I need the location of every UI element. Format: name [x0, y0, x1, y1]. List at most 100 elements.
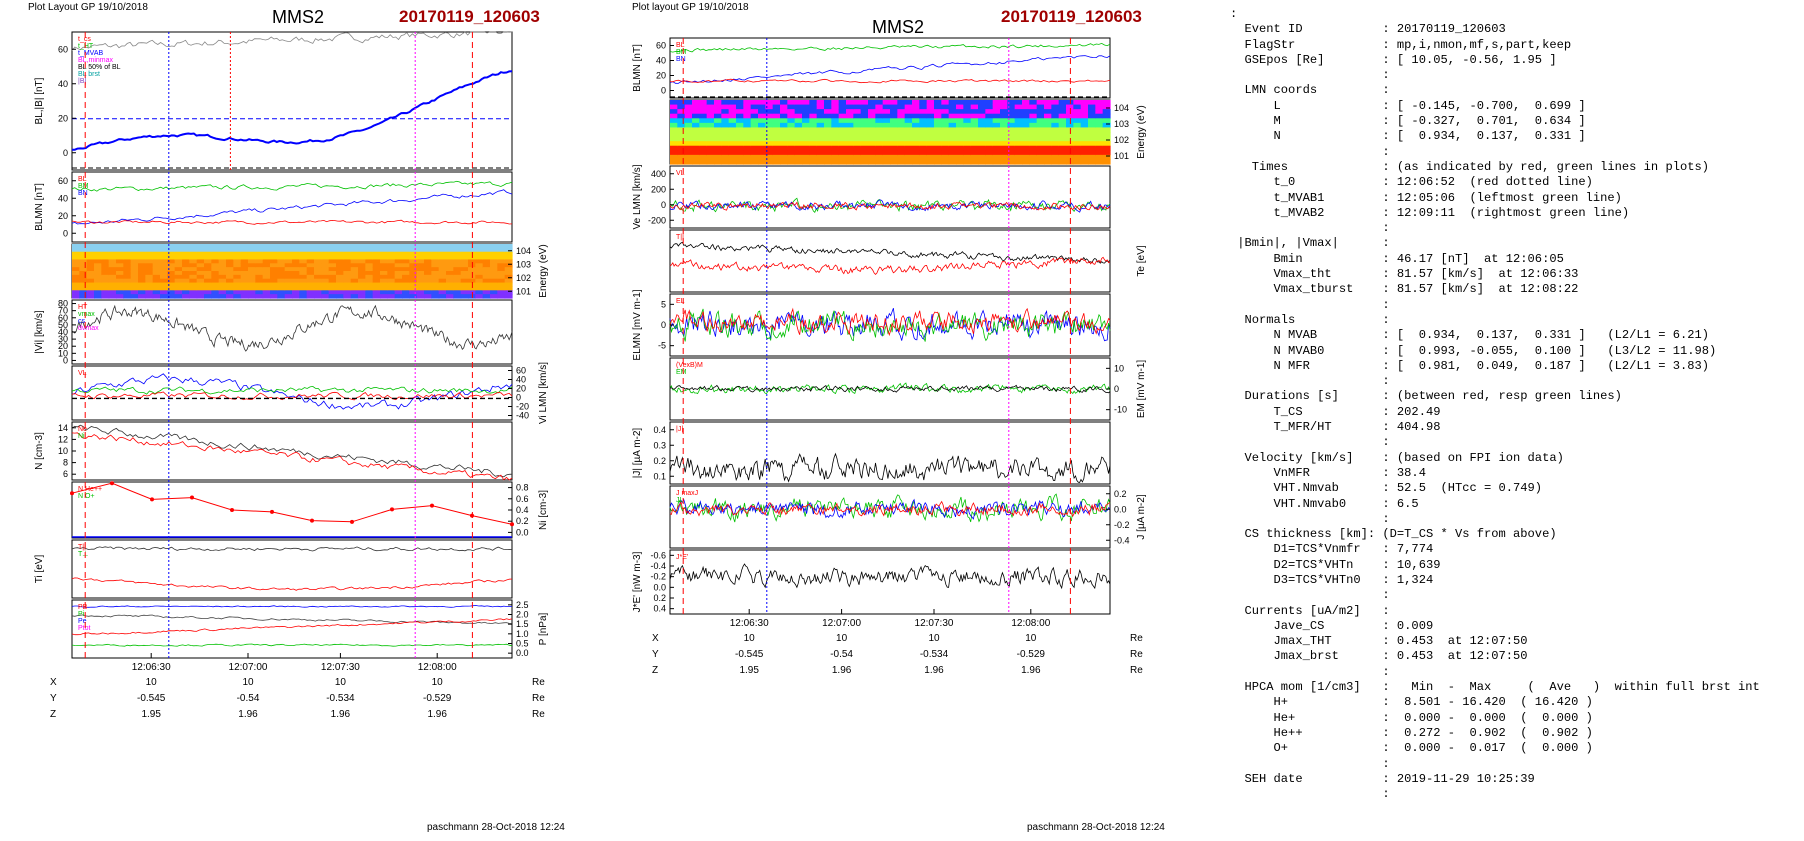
- spectrogram-cell: [816, 132, 825, 138]
- spectrogram-cell: [306, 290, 315, 295]
- spectrogram-cell: [890, 118, 898, 124]
- spectrogram-cell: [350, 286, 359, 291]
- series-line: [669, 493, 1111, 523]
- spectrogram-cell: [174, 247, 183, 253]
- spectrogram-cell: [948, 100, 957, 106]
- spectrogram-cell: [985, 150, 994, 156]
- spectrogram-cell: [904, 100, 913, 106]
- info-line: Times : (as indicated by red, green line…: [1230, 159, 1709, 174]
- spectrogram-cell: [809, 145, 818, 151]
- spectrogram-cell: [846, 136, 854, 142]
- spectrogram-cell: [336, 244, 344, 249]
- tick-label: 104: [1114, 103, 1129, 113]
- spectrogram-cell: [123, 267, 132, 272]
- spectrogram-cell: [714, 145, 722, 151]
- spectrogram-cell: [182, 251, 190, 257]
- spectrogram-cell: [86, 286, 95, 291]
- spectrogram-cell: [816, 145, 825, 151]
- spectrogram-cell: [794, 132, 803, 138]
- spectrogram-cell: [446, 286, 454, 291]
- spectrogram-cell: [321, 278, 330, 284]
- spectrogram-cell: [497, 282, 506, 288]
- spectrogram-cell: [750, 127, 759, 133]
- spectrogram-cell: [123, 247, 132, 253]
- spectrogram-cell: [248, 244, 256, 249]
- spectrogram-cell: [794, 104, 803, 110]
- spectrogram-cell: [160, 263, 168, 268]
- spectrogram-cell: [1029, 100, 1038, 106]
- spectrogram-cell: [233, 294, 242, 299]
- spectrogram-cell: [1007, 136, 1016, 142]
- spectrogram-cell: [838, 145, 847, 151]
- spectrogram-cell: [277, 274, 286, 280]
- spectrogram-cell: [130, 282, 139, 288]
- spectrogram-cell: [765, 154, 774, 161]
- spectrogram-cell: [167, 278, 176, 284]
- data-point: [110, 481, 114, 486]
- spectrogram-cell: [211, 247, 220, 253]
- spectrogram-cell: [919, 118, 928, 124]
- spectrogram-cell: [743, 118, 752, 124]
- spectrogram-cell: [123, 271, 132, 276]
- spectrogram-cell: [380, 286, 388, 291]
- spectrogram-cell: [765, 113, 774, 119]
- spectrogram-cell: [277, 263, 286, 268]
- spectrogram-cell: [475, 259, 484, 264]
- spectrogram-cell: [926, 122, 935, 129]
- location-value: 1.96: [427, 709, 447, 720]
- spectrogram-cell: [787, 122, 796, 129]
- spectrogram-cell: [358, 247, 366, 253]
- spectrogram-cell: [699, 122, 708, 129]
- spectrogram-cell: [853, 150, 862, 156]
- spectrogram-cell: [1051, 118, 1060, 124]
- spectrogram-cell: [941, 141, 950, 147]
- info-line: FlagStr : mp,i,nmon,mf,s,part,keep: [1230, 37, 1572, 52]
- spectrogram-cell: [204, 263, 212, 268]
- spectrogram-cell: [1102, 159, 1111, 165]
- spectrogram-cell: [714, 141, 722, 147]
- tick-label: 101: [516, 286, 531, 296]
- spectrogram-cell: [897, 127, 906, 133]
- y-axis-label: Te [eV]: [1136, 245, 1147, 276]
- spectrogram-cell: [677, 127, 686, 133]
- spectrogram-cell: [926, 100, 935, 106]
- spectrogram-cell: [424, 282, 432, 288]
- spectrogram-cell: [736, 113, 744, 119]
- spectrogram-cell: [1102, 127, 1111, 133]
- spectrogram-cell: [138, 267, 146, 272]
- spectrogram-cell: [831, 145, 840, 151]
- panel-frame: [669, 549, 1111, 615]
- spectrogram-cell: [226, 290, 234, 295]
- tick-label: 103: [516, 259, 531, 269]
- spectrogram-cell: [204, 267, 212, 272]
- spectrogram-cell: [853, 104, 862, 110]
- spectrogram-cell: [1036, 113, 1045, 119]
- spectrogram-cell: [358, 274, 366, 280]
- spectrogram-cell: [1007, 132, 1016, 138]
- series-line: [669, 308, 1111, 342]
- spectrogram-cell: [802, 132, 810, 138]
- spectrogram-cell: [948, 136, 957, 142]
- spectrogram-cell: [758, 113, 766, 119]
- tick-label: 0.0: [1114, 504, 1127, 514]
- spectrogram-cell: [211, 267, 220, 272]
- spectrogram-cell: [424, 267, 432, 272]
- spectrogram-cell: [424, 247, 432, 253]
- spectrogram-cell: [677, 159, 686, 165]
- series-line: [669, 197, 1111, 213]
- spectrogram-cell: [1014, 118, 1023, 124]
- spectrogram-cell: [758, 150, 766, 156]
- spectrogram-cell: [240, 286, 249, 291]
- spectrogram-cell: [765, 127, 774, 133]
- series-line: [669, 55, 1111, 84]
- spectrogram-cell: [904, 150, 913, 156]
- spectrogram-cell: [919, 122, 928, 129]
- spectrogram-cell: [431, 278, 440, 284]
- spectrogram-cell: [1022, 122, 1030, 129]
- info-line: Jave_CS : 0.009: [1230, 618, 1434, 633]
- location-row-label: Z: [652, 665, 658, 676]
- spectrogram-cell: [328, 244, 337, 249]
- spectrogram-cell: [475, 247, 484, 253]
- tick-label: 0.0: [516, 527, 529, 537]
- spectrogram-cell: [824, 159, 832, 165]
